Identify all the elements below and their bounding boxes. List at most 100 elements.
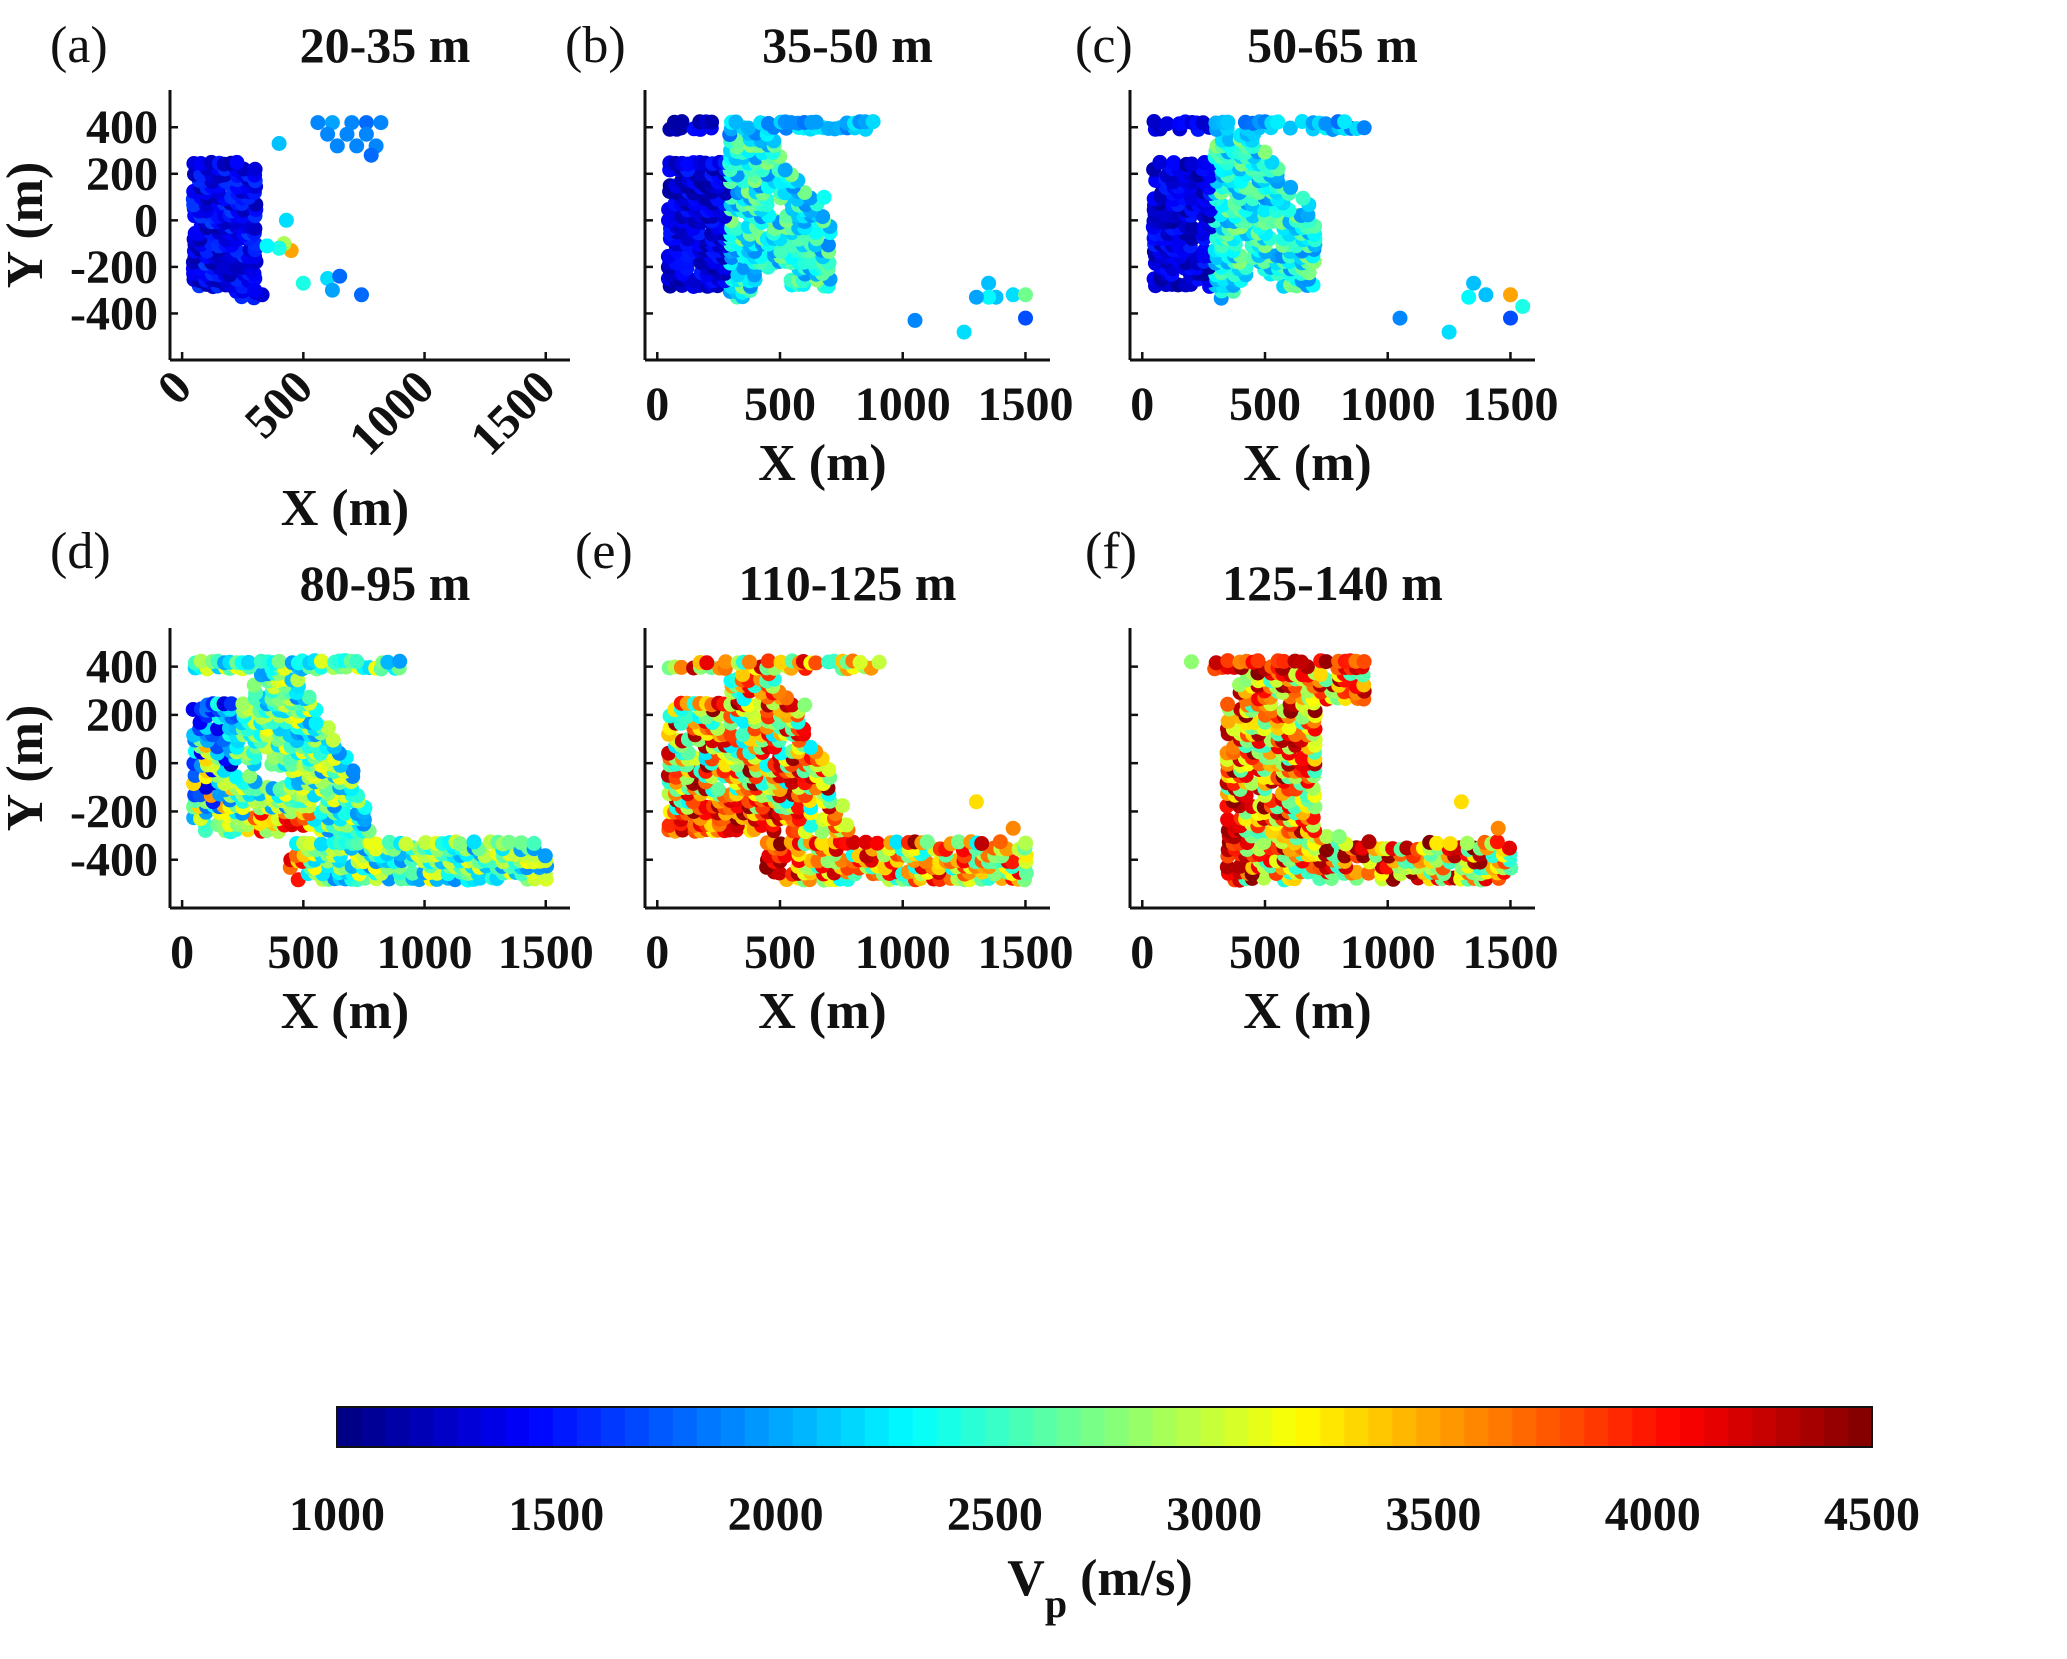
x-tick-label: 1500 [1462, 926, 1558, 979]
data-point [373, 115, 389, 131]
colorbar-segment [1464, 1407, 1489, 1447]
data-point [1441, 324, 1457, 340]
x-tick-label: 0 [645, 378, 669, 431]
x-tick-label: 1000 [339, 360, 444, 465]
data-point [797, 185, 813, 200]
data-point [354, 287, 369, 303]
data-point [381, 834, 397, 850]
data-point [320, 720, 336, 736]
colorbar-segment [1344, 1407, 1369, 1447]
data-point [1220, 114, 1236, 130]
panel-title: 35-50 m [762, 17, 933, 73]
data-point [1276, 653, 1292, 669]
colorbar-segment [1632, 1407, 1657, 1447]
data-point [1184, 220, 1200, 236]
data-point [846, 834, 861, 850]
colorbar-segment [864, 1407, 890, 1447]
colorbar-segment [1032, 1407, 1058, 1447]
data-point [735, 727, 751, 743]
data-point [325, 732, 341, 748]
x-tick-label: 1000 [855, 926, 951, 979]
colorbar-segment [456, 1407, 482, 1447]
data-point [1337, 114, 1353, 130]
colorbar-segment [1152, 1407, 1178, 1447]
data-point [852, 655, 868, 670]
colorbar-segment [792, 1407, 818, 1447]
data-point [803, 817, 818, 833]
data-point [210, 721, 226, 737]
colorbar-tick-label: 3500 [1385, 1488, 1481, 1541]
data-point [1183, 654, 1199, 670]
data-point [1478, 287, 1494, 303]
x-tick-label: 0 [170, 926, 194, 979]
data-point [466, 834, 482, 850]
data-point [1208, 655, 1224, 671]
colorbar-segment [744, 1407, 770, 1447]
data-point [1257, 202, 1272, 218]
data-point [1459, 835, 1475, 851]
colorbar-segment [888, 1407, 914, 1447]
colorbar-tick-label: 1000 [289, 1488, 385, 1541]
scatter-points [660, 653, 1034, 888]
colorbar-segment [648, 1407, 674, 1447]
y-tick-label: 0 [134, 737, 158, 790]
data-point [771, 865, 787, 881]
x-tick-label: 1500 [498, 926, 594, 979]
data-point [1295, 190, 1311, 206]
data-point [1256, 870, 1272, 886]
colorbar-frame [336, 1406, 1873, 1448]
colorbar-segment [504, 1407, 530, 1447]
x-axis-label: X (m) [281, 480, 410, 537]
colorbar-segment [720, 1407, 746, 1447]
data-point [803, 254, 819, 270]
colorbar-segment [600, 1407, 626, 1447]
scatter-points [660, 114, 1033, 340]
colorbar-tick-label: 4500 [1824, 1488, 1920, 1541]
data-point [1018, 835, 1034, 851]
colorbar-segment [1608, 1407, 1633, 1447]
data-point [1356, 120, 1372, 136]
data-point [1442, 836, 1458, 852]
data-point [1489, 834, 1505, 850]
data-point [271, 136, 287, 151]
data-point [1166, 155, 1182, 171]
x-tick-label: 0 [1130, 926, 1154, 979]
colorbar-tick-label: 1500 [508, 1488, 604, 1541]
data-point [392, 653, 408, 669]
colorbar-segment [408, 1407, 434, 1447]
data-point [1502, 840, 1517, 856]
colorbar-segment [432, 1407, 458, 1447]
x-axis-label: X (m) [1243, 435, 1372, 492]
data-point [247, 282, 263, 298]
colorbar-segment [360, 1407, 386, 1447]
data-point [760, 653, 776, 669]
data-point [1319, 829, 1335, 844]
data-point [313, 653, 329, 669]
data-point [278, 212, 294, 228]
colorbar: 1000 1500 2000 2500 3000 3500 4000 4500 Vp (m/s) [289, 1406, 1920, 1626]
data-point [968, 794, 984, 810]
data-point [1453, 794, 1469, 810]
data-point [1293, 654, 1309, 670]
colorbar-segment [1752, 1407, 1777, 1447]
data-point [981, 289, 997, 305]
data-point [1184, 156, 1200, 172]
scatter-points [185, 115, 389, 306]
data-point [803, 739, 819, 755]
data-point [741, 654, 757, 670]
x-axis-label: X (m) [1243, 983, 1372, 1040]
x-axis-label: X (m) [281, 983, 410, 1040]
data-point [235, 696, 251, 712]
colorbar-tick-label: 2500 [947, 1488, 1043, 1541]
colorbar-segment [1200, 1407, 1226, 1447]
data-point [266, 749, 282, 765]
panel-title: 125-140 m [1222, 555, 1443, 611]
data-point [674, 114, 690, 130]
y-tick-label: -200 [70, 785, 158, 838]
data-point [537, 848, 553, 864]
colorbar-segment [1800, 1407, 1825, 1447]
x-axis-label: X (m) [758, 983, 887, 1040]
data-point [865, 114, 881, 130]
data-point [1195, 115, 1211, 131]
